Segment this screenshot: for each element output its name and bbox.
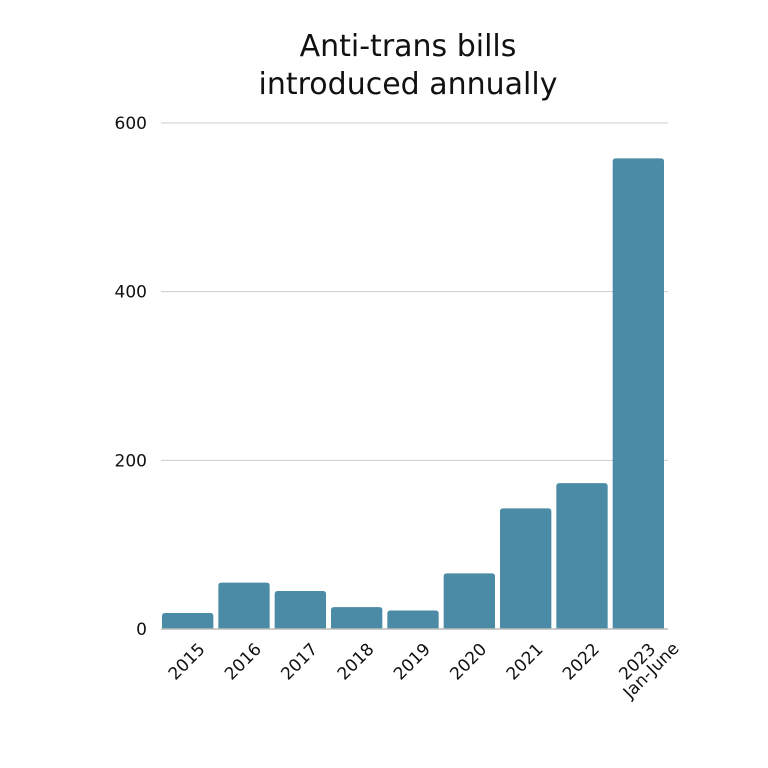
bar-2022 <box>556 483 608 629</box>
y-axis-ticks: 0 200 400 600 <box>115 114 147 640</box>
x-tick-label: 2015 <box>165 640 210 685</box>
y-tick-label: 600 <box>115 114 147 134</box>
x-tick-label-group: 2019 <box>390 640 435 685</box>
bar-2018 <box>331 607 383 629</box>
x-tick-label: 2017 <box>277 640 322 685</box>
x-tick-label: 2020 <box>446 640 491 685</box>
bar-2019 <box>387 610 439 629</box>
x-axis-ticks: 2015 2016 2017 2018 2019 2020 2021 2022 2023Jan-… <box>165 639 684 704</box>
x-tick-label: 2022 <box>559 640 604 685</box>
chart-title-line-1: Anti-trans bills <box>299 29 517 64</box>
x-tick-label: 2016 <box>221 640 266 685</box>
x-tick-label-group: 2018 <box>334 640 379 685</box>
bar-2021 <box>500 508 552 629</box>
bar-2020 <box>443 573 495 629</box>
x-tick-label-group: 2020 <box>446 640 491 685</box>
x-tick-label-group: 2022 <box>559 640 604 685</box>
x-tick-label-group: 2021 <box>503 640 548 685</box>
gridlines <box>161 122 668 461</box>
y-tick-label: 400 <box>115 283 147 303</box>
bar-2016 <box>218 582 270 629</box>
y-tick-label: 200 <box>115 451 147 471</box>
bars <box>162 158 664 630</box>
x-tick-label: 2019 <box>390 640 435 685</box>
bar-2023 <box>612 158 664 630</box>
x-tick-label-group: 2017 <box>277 640 322 685</box>
x-tick-label: 2021 <box>503 640 548 685</box>
bar-2015 <box>162 612 214 629</box>
x-tick-label-group: 2015 <box>165 640 210 685</box>
x-tick-label: 2018 <box>334 640 379 685</box>
chart-title-line-2: introduced annually <box>258 67 558 102</box>
x-tick-label-group: 2016 <box>221 640 266 685</box>
y-tick-label: 0 <box>136 620 147 640</box>
chart-title: Anti-trans bills introduced annually <box>0 28 768 104</box>
bar-2017 <box>274 591 326 629</box>
